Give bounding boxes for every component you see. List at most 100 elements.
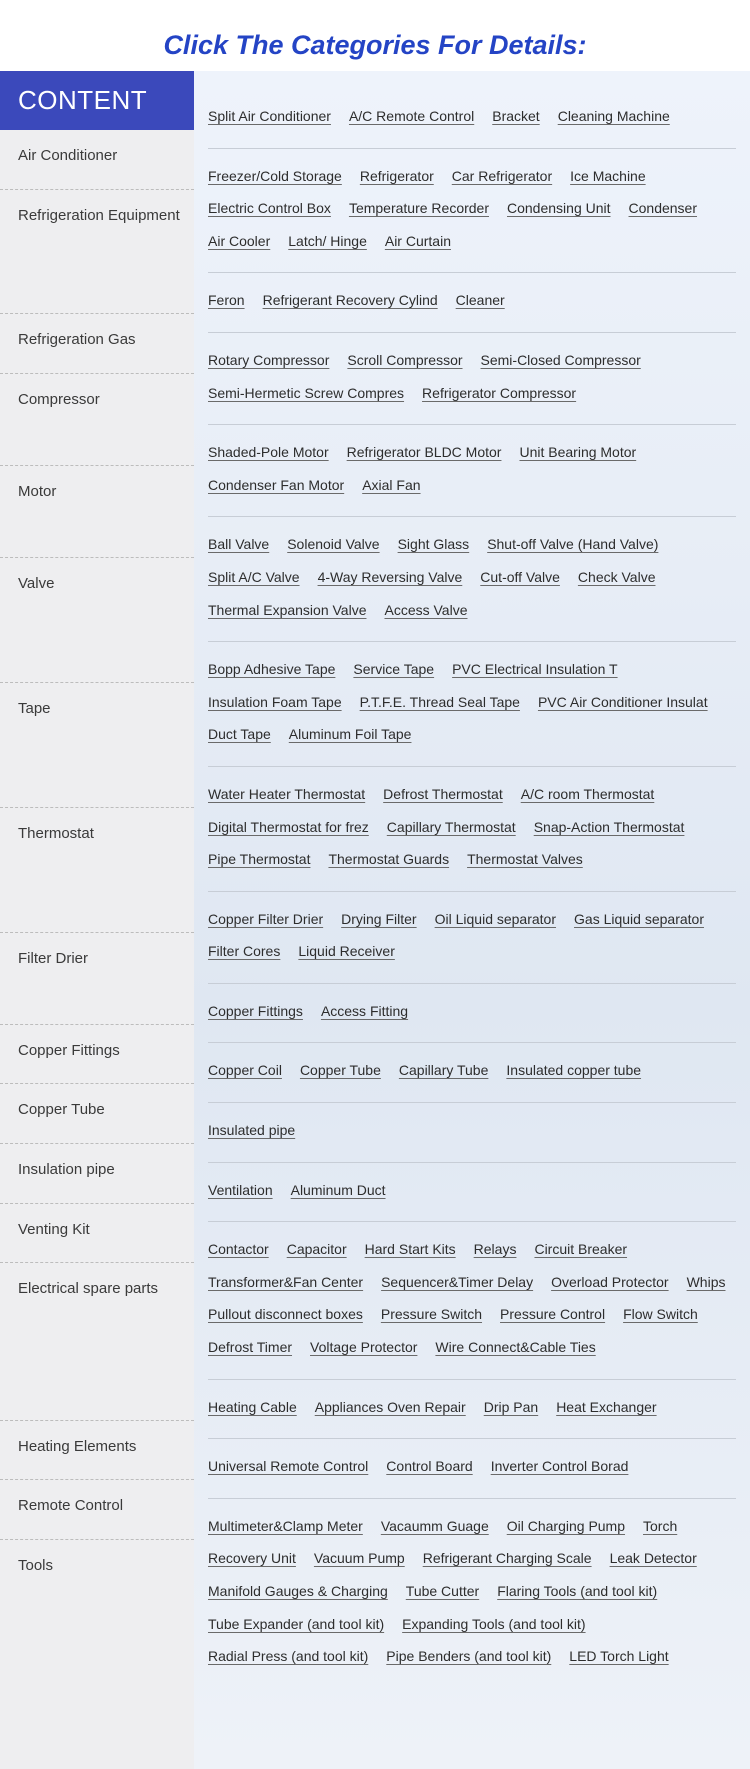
product-link[interactable]: Manifold Gauges & Charging (208, 1578, 388, 1605)
product-link[interactable]: Cut-off Valve (480, 564, 560, 591)
product-link[interactable]: Condensing Unit (507, 195, 611, 222)
category-label[interactable]: Copper Tube (0, 1084, 194, 1144)
product-link[interactable]: Heat Exchanger (556, 1394, 656, 1421)
product-link[interactable]: A/C room Thermostat (521, 781, 655, 808)
product-link[interactable]: Refrigerator Compressor (422, 380, 576, 407)
product-link[interactable]: Pipe Benders (and tool kit) (386, 1643, 551, 1670)
product-link[interactable]: Copper Fittings (208, 998, 303, 1025)
product-link[interactable]: Thermal Expansion Valve (208, 597, 366, 624)
category-label[interactable]: Heating Elements (0, 1421, 194, 1481)
category-label[interactable]: Refrigeration Gas (0, 314, 194, 374)
product-link[interactable]: Drying Filter (341, 906, 416, 933)
product-link[interactable]: Unit Bearing Motor (519, 439, 636, 466)
product-link[interactable]: Snap-Action Thermostat (534, 814, 685, 841)
product-link[interactable]: PVC Air Conditioner Insulat (538, 689, 708, 716)
product-link[interactable]: Semi-Hermetic Screw Compres (208, 380, 404, 407)
product-link[interactable]: Scroll Compressor (347, 347, 462, 374)
product-link[interactable]: Defrost Timer (208, 1334, 292, 1361)
product-link[interactable]: Split Air Conditioner (208, 103, 331, 130)
product-link[interactable]: Flow Switch (623, 1301, 698, 1328)
product-link[interactable]: Defrost Thermostat (383, 781, 503, 808)
product-link[interactable]: Shut-off Valve (Hand Valve) (487, 531, 658, 558)
product-link[interactable]: Tube Cutter (406, 1578, 479, 1605)
product-link[interactable]: P.T.F.E. Thread Seal Tape (360, 689, 520, 716)
category-label[interactable]: Motor (0, 466, 194, 558)
product-link[interactable]: Filter Cores (208, 938, 280, 965)
product-link[interactable]: Sequencer&Timer Delay (381, 1269, 533, 1296)
product-link[interactable]: Pressure Control (500, 1301, 605, 1328)
product-link[interactable]: Electric Control Box (208, 195, 331, 222)
product-link[interactable]: LED Torch Light (569, 1643, 668, 1670)
product-link[interactable]: Tube Expander (and tool kit) (208, 1611, 384, 1638)
product-link[interactable]: Thermostat Valves (467, 846, 583, 873)
product-link[interactable]: Latch/ Hinge (288, 228, 367, 255)
product-link[interactable]: Ice Machine (570, 163, 645, 190)
product-link[interactable]: Expanding Tools (and tool kit) (402, 1611, 585, 1638)
product-link[interactable]: Ball Valve (208, 531, 269, 558)
product-link[interactable]: Refrigerant Charging Scale (423, 1545, 592, 1572)
product-link[interactable]: Heating Cable (208, 1394, 297, 1421)
product-link[interactable]: Refrigerant Recovery Cylind (263, 287, 438, 314)
product-link[interactable]: Pullout disconnect boxes (208, 1301, 363, 1328)
product-link[interactable]: Axial Fan (362, 472, 420, 499)
product-link[interactable]: Air Curtain (385, 228, 451, 255)
product-link[interactable]: Flaring Tools (and tool kit) (497, 1578, 657, 1605)
product-link[interactable]: Circuit Breaker (534, 1236, 627, 1263)
product-link[interactable]: Hard Start Kits (365, 1236, 456, 1263)
product-link[interactable]: Rotary Compressor (208, 347, 329, 374)
product-link[interactable]: PVC Electrical Insulation T (452, 656, 617, 683)
product-link[interactable]: Voltage Protector (310, 1334, 417, 1361)
product-link[interactable]: Torch (643, 1513, 677, 1540)
product-link[interactable]: Freezer/Cold Storage (208, 163, 342, 190)
product-link[interactable]: Condenser (629, 195, 698, 222)
product-link[interactable]: Inverter Control Borad (491, 1453, 629, 1480)
product-link[interactable]: Insulation Foam Tape (208, 689, 342, 716)
category-label[interactable]: Tools (0, 1540, 194, 1729)
product-link[interactable]: Control Board (386, 1453, 472, 1480)
product-link[interactable]: Bopp Adhesive Tape (208, 656, 335, 683)
category-label[interactable]: Insulation pipe (0, 1144, 194, 1204)
category-label[interactable]: Valve (0, 558, 194, 683)
product-link[interactable]: Liquid Receiver (298, 938, 395, 965)
product-link[interactable]: Ventilation (208, 1177, 273, 1204)
category-label[interactable]: Venting Kit (0, 1204, 194, 1264)
product-link[interactable]: Duct Tape (208, 721, 271, 748)
category-label[interactable]: Refrigeration Equipment (0, 190, 194, 315)
product-link[interactable]: Oil Charging Pump (507, 1513, 625, 1540)
product-link[interactable]: Contactor (208, 1236, 269, 1263)
category-label[interactable]: Compressor (0, 374, 194, 466)
product-link[interactable]: Overload Protector (551, 1269, 669, 1296)
category-label[interactable]: Tape (0, 683, 194, 808)
product-link[interactable]: Vacaumm Guage (381, 1513, 489, 1540)
product-link[interactable]: Access Fitting (321, 998, 408, 1025)
product-link[interactable]: Leak Detector (610, 1545, 697, 1572)
product-link[interactable]: Air Cooler (208, 228, 270, 255)
product-link[interactable]: Recovery Unit (208, 1545, 296, 1572)
product-link[interactable]: Temperature Recorder (349, 195, 489, 222)
category-label[interactable]: Air Conditioner (0, 130, 194, 190)
product-link[interactable]: Feron (208, 287, 245, 314)
product-link[interactable]: Refrigerator (360, 163, 434, 190)
product-link[interactable]: Digital Thermostat for frez (208, 814, 369, 841)
product-link[interactable]: Radial Press (and tool kit) (208, 1643, 368, 1670)
product-link[interactable]: Insulated copper tube (506, 1057, 641, 1084)
product-link[interactable]: Pressure Switch (381, 1301, 482, 1328)
product-link[interactable]: Solenoid Valve (287, 531, 379, 558)
product-link[interactable]: Copper Filter Drier (208, 906, 323, 933)
category-label[interactable]: Remote Control (0, 1480, 194, 1540)
category-label[interactable]: Copper Fittings (0, 1025, 194, 1085)
category-label[interactable]: Electrical spare parts (0, 1263, 194, 1420)
product-link[interactable]: Water Heater Thermostat (208, 781, 365, 808)
product-link[interactable]: Insulated pipe (208, 1117, 295, 1144)
product-link[interactable]: Transformer&Fan Center (208, 1269, 363, 1296)
product-link[interactable]: Cleaner (456, 287, 505, 314)
product-link[interactable]: Split A/C Valve (208, 564, 300, 591)
product-link[interactable]: Drip Pan (484, 1394, 538, 1421)
product-link[interactable]: Appliances Oven Repair (315, 1394, 466, 1421)
product-link[interactable]: Oil Liquid separator (435, 906, 556, 933)
product-link[interactable]: Multimeter&Clamp Meter (208, 1513, 363, 1540)
product-link[interactable]: Service Tape (353, 656, 434, 683)
product-link[interactable]: Capacitor (287, 1236, 347, 1263)
product-link[interactable]: Copper Tube (300, 1057, 381, 1084)
product-link[interactable]: Capillary Tube (399, 1057, 489, 1084)
